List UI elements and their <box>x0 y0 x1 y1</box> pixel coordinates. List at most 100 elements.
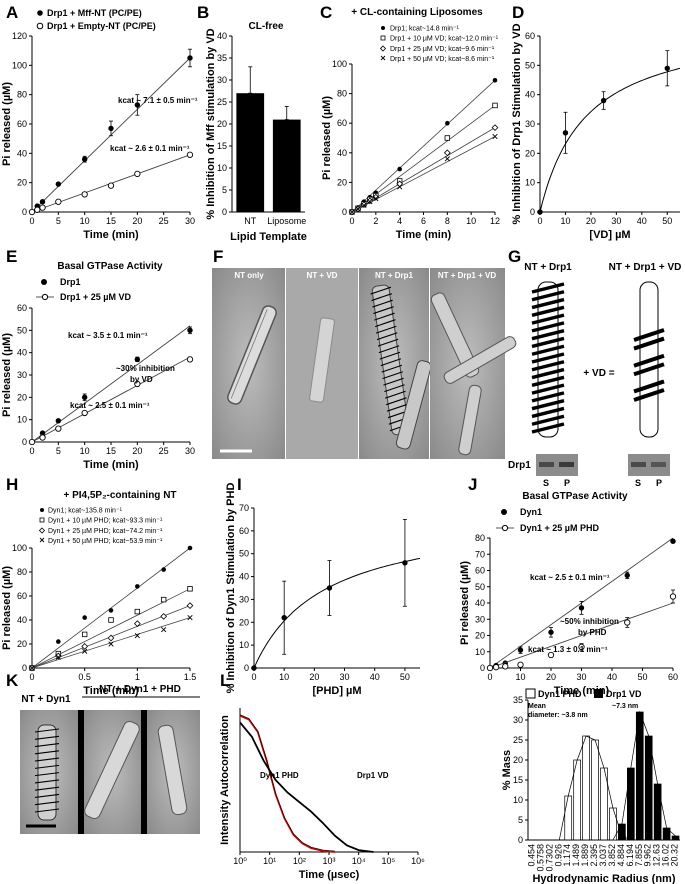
data-point <box>517 661 524 668</box>
panel-title: Basal GTPase Activity <box>522 491 628 502</box>
x-tick-label: 6 <box>421 216 426 226</box>
kcat-label: kcat ~ 2.5 ± 0.1 min⁻¹ <box>70 401 150 410</box>
x-tick-label: 50 <box>662 216 672 226</box>
data-point <box>624 619 631 626</box>
legend-marker-filled <box>41 279 47 285</box>
bar <box>272 119 301 212</box>
y-tick-label: 10 <box>217 163 227 173</box>
x-tick-label: 10 <box>80 446 90 456</box>
x-tick-label: 3.037 <box>598 844 608 867</box>
spiral-stripe <box>385 390 406 399</box>
data-point <box>34 206 41 213</box>
panel-title: CL-free <box>248 21 283 32</box>
x-tick-label: 4.884 <box>616 844 626 867</box>
data-point <box>134 380 141 388</box>
data-point <box>56 639 61 644</box>
panel-label-b: B <box>197 3 209 22</box>
data-point <box>134 632 140 639</box>
data-point <box>107 182 115 189</box>
x-tick-label: 30 <box>340 672 350 682</box>
svg-text:NT + VD: NT + VD <box>307 271 338 280</box>
spiral-stripe <box>386 397 407 406</box>
y-tick-label: 15 <box>513 775 523 785</box>
lane-label: S <box>543 478 549 488</box>
spiral-stripe <box>34 808 60 813</box>
y-tick-label: 60 <box>525 31 535 41</box>
data-point <box>600 97 607 104</box>
data-point <box>187 586 193 592</box>
spiral-stripe <box>34 742 60 748</box>
kcat-label: kcat ~ 3.5 ± 0.1 min⁻¹ <box>68 331 148 340</box>
spiral-stripe <box>377 338 399 347</box>
spiral-stripe <box>34 757 60 762</box>
x-tick-label: 10 <box>466 216 476 226</box>
data-point <box>187 55 193 61</box>
data-point <box>445 120 450 126</box>
spiral-stripe <box>374 312 395 321</box>
y-tick-label: 50 <box>525 60 535 70</box>
chart-b: 0 5 10 15 20 25 30 35 40 Lipid Template % Inhibiti… <box>205 28 307 243</box>
data-point <box>39 430 46 436</box>
x-tick-label: 12 <box>490 216 500 226</box>
data-point <box>624 572 630 579</box>
lane-label: P <box>656 478 662 488</box>
y-tick-label: 50 <box>17 325 27 335</box>
data-point <box>578 643 585 651</box>
spiral-stripe <box>531 375 565 387</box>
data-point <box>39 199 46 205</box>
data-point <box>81 394 88 401</box>
x-tick-label: 0 <box>29 672 34 682</box>
y-tick-label: 80 <box>17 90 27 100</box>
y-tick-label: 0 <box>530 207 535 217</box>
y-tick-label: 40 <box>217 31 227 41</box>
panel-label-d: D <box>512 3 524 22</box>
data-point <box>281 615 287 621</box>
chart-d: 0 10 20 30 40 50 0 10 20 30 40 50 60 [VD] µM % Inhibit… <box>511 23 681 241</box>
legend-marker-open <box>41 293 49 301</box>
y-tick-label: 20 <box>17 178 27 188</box>
data-point <box>492 664 500 671</box>
x-tick-label: 1.489 <box>571 844 581 867</box>
panel-title: + CL-containing Liposomes <box>351 7 483 18</box>
x-tick-label: 25 <box>159 216 169 226</box>
legend-swatch-open <box>525 688 536 699</box>
y-tick-label: 10 <box>513 795 523 805</box>
spiral-stripe <box>34 801 60 806</box>
decorated-nanotube <box>430 292 480 378</box>
spiral-stripe <box>34 750 60 755</box>
x-tick-label: 40 <box>637 216 647 226</box>
legend-label: Dyn1 + 25 µM PHD <box>520 523 599 533</box>
data-point <box>134 608 141 615</box>
x-tick-label: 50 <box>637 672 647 682</box>
y-axis-label: % Mass <box>501 750 513 790</box>
legend-label: Drp1 + Empty-NT (PC/PE) <box>47 21 156 31</box>
fit-line <box>31 617 191 669</box>
panel-title: Basal GTPase Activity <box>57 261 163 272</box>
y-tick-label: 70 <box>239 503 249 513</box>
kcat-label: kcat ~ 2.6 ± 0.1 min⁻¹ <box>110 144 190 153</box>
spiral-stripe <box>531 367 565 380</box>
x-axis-label: Hydrodynamic Radius (nm) <box>532 873 675 884</box>
x-tick-label: 0 <box>251 672 256 682</box>
data-point <box>349 209 355 215</box>
spiral-stripe <box>633 379 665 394</box>
drp1-spiral <box>531 282 565 434</box>
x-tick-label: 30 <box>185 446 195 456</box>
histogram-bar <box>671 835 680 841</box>
spiral-stripe <box>633 388 665 402</box>
y-tick-label: 0 <box>222 207 227 217</box>
y-tick-label: 5 <box>518 815 523 825</box>
x-axis-label: Lipid Template <box>230 231 307 243</box>
data-point <box>669 593 677 600</box>
spiral-stripe <box>531 360 565 372</box>
y-tick-label: 0 <box>244 663 249 673</box>
legend-label: Dyn1 <box>520 507 542 517</box>
lane-label: S <box>635 478 641 488</box>
y-tick-label: 80 <box>337 89 347 99</box>
panel-label-c: C <box>320 3 332 22</box>
autocorrelation-curve <box>239 721 374 853</box>
data-point <box>133 620 141 627</box>
y-tick-label: 20 <box>525 148 535 158</box>
panel-title: NT + Drp1 <box>524 262 572 273</box>
